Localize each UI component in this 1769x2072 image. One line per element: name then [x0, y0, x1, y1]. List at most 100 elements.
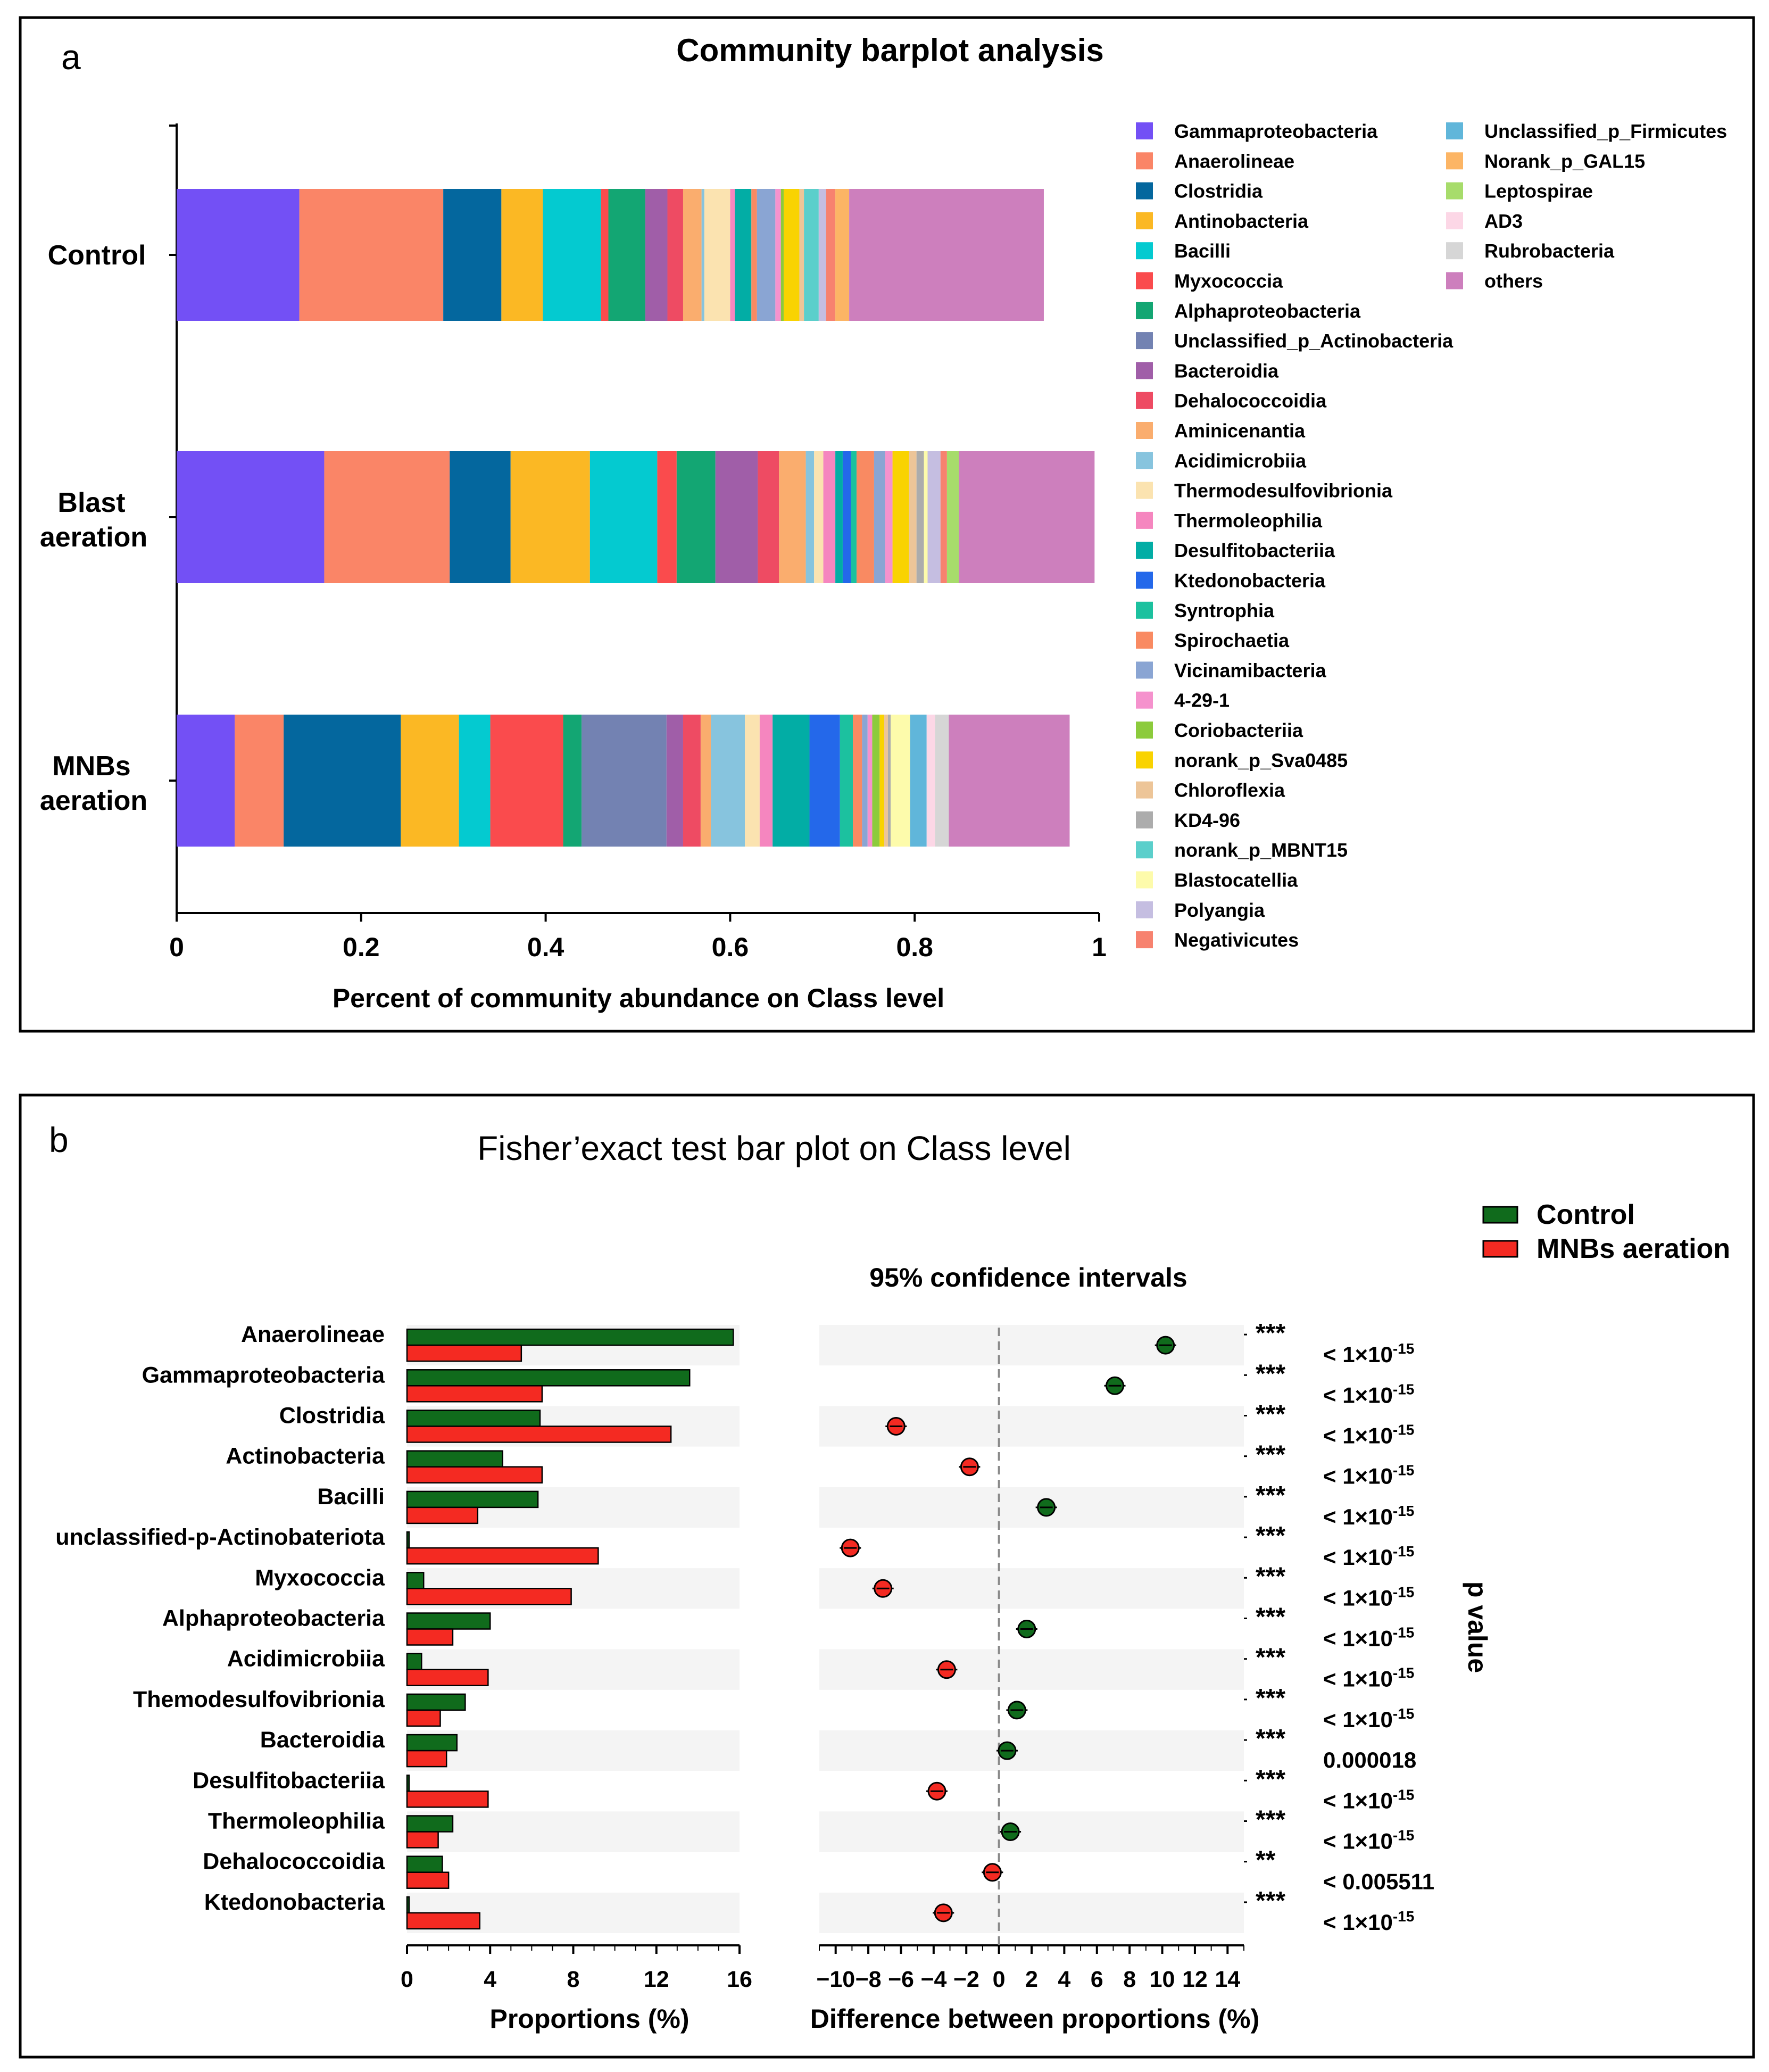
legend-swatch-others [1446, 272, 1463, 289]
bar-segment-mnbs-aeration-anaerolineae [235, 715, 284, 847]
panel-a-legend: Gammaproteobacteria Anaerolineae Clostridi… [1136, 120, 1727, 951]
legend-swatch-spirochaetia [1136, 632, 1153, 649]
significance-stars-bacteroidia: *** [1256, 1725, 1285, 1753]
bar-segment-blast-aeration-desulfitobacteriia [835, 451, 843, 583]
diff-tick-label-2: 2 [1025, 1967, 1038, 1992]
bar-segment-control-coriobacteriia [780, 189, 784, 321]
bar-segment-control-bacteroidia [645, 189, 668, 321]
bar-segment-blast-aeration-ktedonobacteria [842, 451, 851, 583]
legend-swatch-mnbs-aeration [1482, 1240, 1518, 1258]
row-label-alphaproteobacteria: Alphaproteobacteria [162, 1606, 385, 1631]
legend-swatch-desulfitobacteriia [1136, 542, 1153, 559]
panel-b-frame [19, 1093, 1755, 2059]
bar-segment-blast-aeration-clostridia [450, 451, 511, 583]
p-value-unclassified-p-actinobateriota: < 1×10-15 [1323, 1543, 1414, 1570]
bar-segment-mnbs-aeration-clostridia [284, 715, 401, 847]
legend-label-others: others [1484, 270, 1543, 292]
legend-swatch-aminicenantia [1136, 422, 1153, 439]
legend-swatch-vicinamibacteria [1136, 661, 1153, 679]
p-value-desulfitobacteriia: < 1×10-15 [1323, 1786, 1414, 1813]
bar-control-acidimicrobiia [406, 1653, 422, 1670]
bar-control-themodesulfovibrionia [406, 1693, 466, 1711]
legend-swatch-clostridia [1136, 182, 1153, 200]
bar-segment-blast-aeration-bacteroidia [715, 451, 758, 583]
legend-label-ad3: AD3 [1484, 210, 1523, 232]
bar-segment-blast-aeration-vicinamibacteria [874, 451, 885, 583]
legend-label-chloroflexia: Chloroflexia [1174, 780, 1285, 801]
x-tick-label-0-2: 0.2 [343, 932, 380, 962]
panel-a-bars [177, 189, 1095, 847]
legend-swatch-kd4-96 [1136, 811, 1153, 828]
bar-mnbs-themodesulfovibrionia [406, 1709, 441, 1727]
legend-label-mnbs-aeration: MNBs aeration [1537, 1233, 1730, 1264]
legend-swatch-negativicutes [1136, 931, 1153, 949]
bar-mnbs-dehalococcoidia [406, 1871, 450, 1889]
bar-segment-mnbs-aeration-norank-p-sva0485 [879, 715, 884, 847]
significance-stars-desulfitobacteriia: *** [1256, 1765, 1285, 1793]
legend-swatch-polyangia [1136, 901, 1153, 918]
bar-segment-mnbs-aeration-thermodesulfovibrionia [745, 715, 760, 847]
difference-points [840, 1336, 1176, 1922]
legend-label-acidimicrobiia: Acidimicrobiia [1174, 450, 1307, 471]
bar-segment-mnbs-aeration-myxococcia [490, 715, 563, 847]
legend-swatch-blastocatellia [1136, 871, 1153, 889]
legend-label-syntrophia: Syntrophia [1174, 600, 1275, 621]
p-value-alphaproteobacteria: < 1×10-15 [1323, 1625, 1414, 1651]
legend-label-leptospirae: Leptospirae [1484, 180, 1593, 202]
bar-segment-mnbs-aeration-bacteroidia [666, 715, 683, 847]
legend-swatch-syntrophia [1136, 601, 1153, 619]
legend-label-aminicenantia: Aminicenantia [1174, 420, 1306, 442]
legend-label-myxococcia: Myxococcia [1174, 270, 1283, 292]
row-stripe-right-anaerolineae [819, 1325, 1244, 1366]
bar-segment-control-acidimicrobiia [701, 189, 704, 321]
bar-segment-control-clostridia [443, 189, 502, 321]
p-value-axis-label: p value [1463, 1581, 1492, 1673]
bar-segment-control-myxococcia [601, 189, 609, 321]
bar-segment-mnbs-aeration-rubrobacteria [935, 715, 949, 847]
legend-label-thermodesulfovibrionia: Thermodesulfovibrionia [1174, 480, 1393, 502]
category-label-control: Control [48, 240, 146, 271]
row-stripe-right-thermoleophilia [819, 1811, 1244, 1852]
row-stripe-right-acidimicrobiia [819, 1649, 1244, 1690]
bar-control-myxococcia [406, 1572, 425, 1589]
legend-swatch-thermoleophilia [1136, 511, 1153, 529]
diff-tick-label-10: −10 [816, 1967, 855, 1992]
panel-a-x-axis-label: Percent of community abundance on Class … [333, 983, 944, 1013]
legend-label-vicinamibacteria: Vicinamibacteria [1174, 659, 1326, 681]
bar-control-bacteroidia [406, 1734, 458, 1752]
bar-control-thermoleophilia [406, 1815, 454, 1833]
significance-stars-clostridia: *** [1256, 1400, 1285, 1429]
bar-segment-mnbs-aeration-acidimicrobiia [710, 715, 745, 847]
legend-swatch-bacilli [1136, 242, 1153, 260]
legend-label-norank-p-sva0485: norank_p_Sva0485 [1174, 749, 1348, 771]
legend-swatch-chloroflexia [1136, 781, 1153, 799]
significance-stars-bacilli: *** [1256, 1481, 1285, 1510]
bar-segment-blast-aeration-others [959, 451, 1095, 583]
bar-segment-blast-aeration-aminicenantia [779, 451, 806, 583]
significance-stars-myxococcia: *** [1256, 1562, 1285, 1590]
bar-segment-mnbs-aeration-ktedonobacteria [809, 715, 840, 847]
row-label-bacteroidia: Bacteroidia [260, 1727, 385, 1753]
bar-segment-blast-aeration-negativicutes [940, 451, 947, 583]
row-stripe-right-bacteroidia [819, 1730, 1244, 1771]
bar-control-alphaproteobacteria [406, 1612, 491, 1630]
legend-label-bacteroidia: Bacteroidia [1174, 360, 1279, 382]
row-label-gammaproteobacteria: Gammaproteobacteria [142, 1362, 386, 1388]
bar-segment-control-norank-p-gal15 [835, 189, 850, 321]
bar-segment-blast-aeration-chloroflexia [909, 451, 917, 583]
legend-label-spirochaetia: Spirochaetia [1174, 629, 1290, 651]
diff-tick-label-10: 10 [1150, 1967, 1175, 1992]
legend-label-bacilli: Bacilli [1174, 240, 1231, 262]
bar-segment-mnbs-aeration-coriobacteriia [872, 715, 880, 847]
bar-segment-control-thermodesulfovibrionia [704, 189, 730, 321]
row-label-myxococcia: Myxococcia [255, 1565, 385, 1590]
legend-label-norank-p-mbnt15: norank_p_MBNT15 [1174, 839, 1348, 861]
category-label-blast-aeration-line2: aeration [40, 522, 147, 553]
panel-a-frame [19, 16, 1755, 1033]
row-stripe-right-bacilli [819, 1487, 1244, 1528]
p-value-acidimicrobiia: < 1×10-15 [1323, 1665, 1414, 1692]
bar-segment-control-desulfitobacteriia [735, 189, 752, 321]
p-value-bacilli: < 1×10-15 [1323, 1503, 1414, 1529]
p-value-themodesulfovibrionia: < 1×10-15 [1323, 1705, 1414, 1732]
p-value-gammaproteobacteria: < 1×10-15 [1323, 1381, 1414, 1407]
